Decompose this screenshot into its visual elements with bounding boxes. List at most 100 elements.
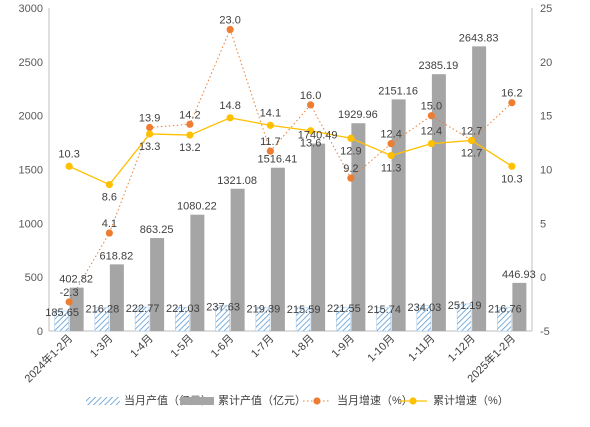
monthly-growth-label: 23.0 [219, 15, 240, 27]
monthly-growth-label: 14.2 [179, 109, 200, 121]
cumulative-value-bar [69, 287, 84, 331]
x-tick-label: 1-12月 [446, 333, 478, 365]
monthly-growth-point [387, 140, 395, 148]
legend-swatch-monthly-value [86, 397, 120, 405]
legend-swatch-cumulative-value [180, 397, 214, 405]
monthly-value-label: 215.59 [287, 304, 321, 316]
cumulative-growth-point [146, 130, 154, 138]
monthly-value-bar [215, 305, 230, 332]
cumulative-growth-point [105, 180, 113, 189]
monthly-value-bar [295, 307, 311, 332]
y-left-tick-label: 3000 [19, 3, 43, 15]
monthly-growth-label: -2.3 [60, 287, 79, 299]
cumulative-growth-label: 10.3 [501, 173, 522, 185]
data-labels-layer: 185.65 402.82-2.3 10.3 216.28 618.82 4.1 8.6 22… [45, 15, 535, 319]
y-right-tick-label: -5 [540, 326, 550, 338]
monthly-growth-point [146, 123, 154, 132]
x-tick-label: 1-4月 [128, 333, 156, 361]
cumulative-value-label: 1740.49 [298, 130, 338, 142]
cumulative-growth-line [68, 117, 513, 186]
cumulative-value-bar [109, 264, 124, 331]
cumulative-value-label: 2385.19 [418, 60, 458, 72]
legend-marker-monthly-growth [313, 397, 321, 405]
y-left-tick-label: 1000 [19, 218, 43, 230]
monthly-value-label: 221.55 [327, 303, 361, 315]
monthly-value-label: 215.74 [367, 304, 401, 316]
cumulative-value-bar [190, 214, 205, 331]
x-tick-label: 1-11月 [406, 333, 437, 364]
monthly-value-label: 234.03 [408, 302, 442, 314]
monthly-value-label: 221.03 [166, 303, 200, 315]
monthly-growth-label: 12.4 [380, 129, 401, 141]
cumulative-growth-point [468, 136, 476, 145]
monthly-growth-point [226, 25, 234, 34]
monthly-value-bar [456, 303, 472, 332]
monthly-value-bar [54, 310, 69, 332]
monthly-value-bar [376, 307, 391, 332]
monthly-value-bar [416, 305, 432, 332]
monthly-value-label: 216.28 [86, 304, 120, 316]
cumulative-growth-label: 10.3 [58, 148, 79, 160]
monthly-growth-point [186, 120, 194, 128]
cumulative-growth-label: 8.6 [102, 192, 117, 204]
cumulative-value-bar [391, 99, 406, 331]
cumulative-growth-label: 11.3 [381, 163, 402, 175]
x-tick-label: 1-9月 [329, 333, 357, 361]
cumulative-growth-point [387, 151, 395, 160]
monthly-value-bar [255, 307, 271, 332]
y-left-tick-label: 2500 [19, 57, 43, 69]
monthly-value-label: 222.77 [126, 303, 160, 315]
monthly-value-bar [497, 307, 512, 332]
y-left-tick-label: 2000 [19, 111, 43, 123]
y-left-tick-label: 0 [37, 326, 43, 338]
cumulative-growth-point [226, 114, 234, 122]
legend-label-cumulative-growth: 累计增速（%） [433, 393, 509, 407]
cumulative-value-label: 863.25 [140, 224, 174, 236]
cumulative-growth-point [186, 131, 194, 139]
cumulative-value-bar [472, 46, 487, 332]
monthly-growth-label: 11.7 [260, 136, 281, 148]
cumulative-growth-label: 12.4 [421, 126, 442, 138]
x-tick-label: 1-7月 [249, 333, 277, 361]
monthly-growth-label: 16.2 [501, 88, 522, 100]
cumulative-value-bar [512, 282, 527, 331]
monthly-value-bar [336, 306, 351, 332]
cumulative-growth-label: 13.3 [139, 141, 160, 153]
cumulative-growth-label: 13.6 [300, 138, 321, 150]
cumulative-value-label: 1080.22 [177, 201, 217, 213]
x-tick-label: 1-10月 [365, 333, 397, 365]
cumulative-value-label: 618.82 [100, 250, 134, 262]
cumulative-growth-label: 13.2 [179, 142, 200, 154]
monthly-value-bar [175, 306, 190, 332]
x-tick-label: 1-5月 [168, 333, 196, 361]
cumulative-value-bar [270, 167, 285, 331]
cumulative-growth-label: 14.8 [219, 100, 240, 112]
x-tick-label: 1-8月 [289, 333, 317, 361]
y-right-tick-label: 10 [540, 165, 552, 177]
monthly-growth-point [266, 147, 274, 155]
legend-label-monthly-growth: 当月增速（%） [337, 393, 413, 407]
monthly-growth-point [347, 174, 355, 182]
legend-marker-cumulative-growth [409, 397, 417, 405]
monthly-value-bar [134, 306, 150, 332]
monthly-growth-label: 12.7 [461, 125, 482, 137]
y-right-tick-label: 5 [540, 218, 546, 230]
cumulative-value-bar [311, 143, 326, 331]
y-right-tick-label: 0 [540, 272, 546, 284]
cumulative-value-label: 1929.96 [338, 109, 378, 121]
cumulative-value-label: 2643.83 [459, 32, 499, 44]
monthly-value-label: 251.19 [448, 300, 482, 312]
monthly-value-label: 237.63 [206, 301, 240, 313]
y-left-tick-label: 1500 [19, 165, 43, 177]
y-left-tick-label: 500 [25, 272, 43, 284]
monthly-growth-point [65, 298, 73, 306]
monthly-growth-point [508, 99, 516, 107]
monthly-growth-label: 9.2 [343, 163, 358, 175]
monthly-growth-label: 16.0 [300, 90, 321, 102]
cumulative-growth-point [65, 162, 73, 170]
monthly-growth-point [307, 101, 315, 109]
monthly-growth-label: 15.0 [421, 101, 442, 113]
y-right-tick-label: 25 [540, 3, 552, 15]
cumulative-growth-point [347, 134, 355, 142]
